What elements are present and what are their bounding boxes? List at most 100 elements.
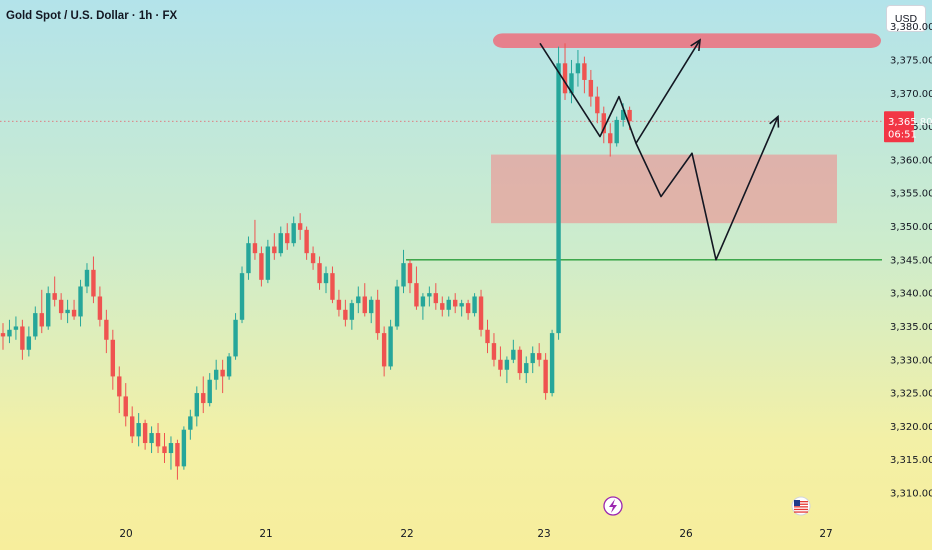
candle-body: [207, 379, 212, 404]
candle-body: [26, 336, 32, 350]
candle-body: [491, 343, 497, 360]
candle-body: [226, 356, 232, 377]
candle: [168, 436, 174, 470]
candle-body: [472, 296, 477, 314]
candle-body: [71, 309, 77, 317]
candle: [33, 306, 38, 340]
candle-body: [595, 96, 600, 114]
candle-body: [420, 296, 426, 307]
candle-body: [33, 313, 38, 337]
candle-body: [336, 299, 342, 310]
candle-body: [498, 359, 503, 370]
y-tick-label: 3,355.00: [890, 189, 932, 200]
candle-body: [381, 333, 387, 367]
candle-body: [39, 313, 44, 327]
candle: [20, 319, 25, 360]
candle-body: [278, 233, 283, 254]
candle: [117, 366, 122, 414]
candle-body: [407, 263, 413, 284]
candle: [511, 339, 516, 364]
candle: [595, 86, 600, 124]
candle-body: [569, 73, 574, 94]
candle-body: [575, 63, 581, 74]
candle-body: [388, 326, 393, 367]
candle-body: [213, 369, 219, 380]
candle: [188, 409, 193, 440]
candle-body: [556, 63, 561, 334]
candle: [149, 426, 154, 454]
candle: [485, 319, 490, 354]
candle-body: [104, 319, 109, 340]
y-tick-label: 3,345.00: [890, 255, 932, 266]
candle: [420, 293, 426, 320]
projection-arrowhead: [769, 114, 780, 128]
candle: [110, 329, 116, 390]
candle-body: [427, 293, 432, 297]
x-tick-label: 26: [679, 528, 693, 540]
candle: [104, 309, 109, 354]
candle-body: [549, 333, 555, 394]
candle: [556, 46, 561, 340]
y-tick-label: 3,360.00: [890, 155, 932, 166]
y-tick-label: 3,310.00: [890, 489, 932, 500]
candle: [349, 299, 355, 330]
candle-body: [65, 309, 70, 314]
candle-body: [155, 433, 161, 447]
candle: [407, 259, 413, 294]
lightning-icon: [603, 496, 623, 516]
candle: [356, 286, 361, 314]
candle-body: [91, 269, 96, 297]
candle-body: [511, 349, 516, 360]
candle-body: [323, 273, 329, 284]
candle: [162, 433, 167, 464]
candle: [142, 419, 148, 450]
candle-body: [162, 446, 167, 454]
candle: [213, 359, 219, 390]
candle: [549, 329, 555, 397]
projection-path: [539, 39, 701, 145]
resistance-zone: [493, 33, 881, 48]
candle: [310, 246, 316, 270]
candle-body: [168, 443, 174, 454]
candle-body: [78, 286, 83, 317]
candle-body: [349, 303, 355, 320]
candle: [46, 286, 51, 330]
y-tick-label: 3,315.00: [890, 455, 932, 466]
candle-body: [453, 299, 458, 307]
candle-body: [524, 363, 529, 374]
candle-body: [310, 253, 316, 264]
candle: [71, 299, 77, 320]
candle: [427, 286, 432, 307]
candle: [465, 299, 471, 320]
candle: [26, 326, 32, 357]
candle: [381, 326, 387, 377]
candle-body: [246, 243, 251, 274]
candle-body: [188, 416, 193, 430]
candle: [7, 319, 12, 344]
candle-body: [194, 393, 199, 417]
candle: [330, 266, 335, 304]
candle-body: [343, 309, 348, 320]
candle-body: [110, 339, 116, 377]
candle-body: [588, 79, 594, 97]
candle: [536, 343, 542, 367]
candle-body: [620, 109, 626, 120]
candle: [58, 293, 64, 320]
candle-body: [517, 349, 522, 374]
candle-body: [369, 299, 374, 314]
candle-body: [84, 269, 90, 287]
candle: [582, 56, 587, 94]
candle: [601, 106, 606, 144]
candle: [504, 356, 510, 384]
candle: [52, 276, 57, 307]
candle-body: [627, 109, 632, 122]
currency-button[interactable]: USD: [886, 5, 926, 32]
candle-body: [459, 303, 464, 307]
candle-body: [13, 326, 19, 330]
candle-body: [478, 296, 484, 330]
candle-body: [46, 293, 51, 327]
candle-body: [582, 63, 587, 80]
candle-body: [7, 329, 12, 337]
candle-body: [291, 223, 296, 244]
